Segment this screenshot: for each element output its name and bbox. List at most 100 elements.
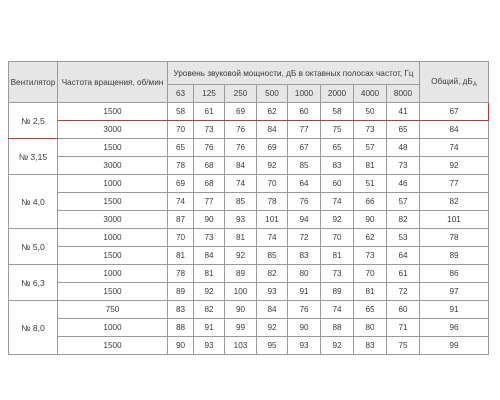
band-value-cell: 73 bbox=[193, 120, 225, 139]
rpm-cell: 750 bbox=[57, 300, 168, 319]
table-row: 1500 90 93 103 95 93 92 83 75 99 bbox=[9, 336, 489, 355]
band-value-cell: 50 bbox=[353, 102, 387, 121]
band-value-cell: 57 bbox=[386, 192, 420, 211]
band-value-cell: 51 bbox=[353, 174, 387, 193]
band-value-cell: 65 bbox=[320, 138, 354, 157]
band-value-cell: 69 bbox=[256, 138, 288, 157]
fan-model-cell: № 8,0 bbox=[8, 300, 58, 355]
band-value-cell: 41 bbox=[386, 102, 420, 121]
rpm-cell: 3000 bbox=[57, 156, 168, 175]
band-value-cell: 100 bbox=[224, 282, 257, 301]
table-row: № 4,0 1000 69 68 74 70 64 60 51 46 77 bbox=[8, 174, 489, 229]
rpm-cell: 1500 bbox=[57, 336, 168, 355]
rpm-cell: 3000 bbox=[57, 210, 168, 229]
header-rpm: Частота вращения, об/мин bbox=[57, 61, 168, 103]
band-value-cell: 92 bbox=[256, 318, 288, 337]
table-row: 1500 81 84 92 85 83 81 73 64 89 bbox=[9, 246, 489, 265]
band-value-cell: 74 bbox=[320, 300, 354, 319]
band-value-cell: 84 bbox=[224, 156, 257, 175]
total-value-cell: 92 bbox=[419, 156, 489, 175]
band-value-cell: 74 bbox=[224, 174, 257, 193]
band-value-cell: 72 bbox=[386, 282, 420, 301]
header-band-1000: 1000 bbox=[287, 84, 321, 103]
table-row: № 8,0 750 83 82 90 84 76 74 65 60 91 bbox=[8, 300, 489, 355]
band-value-cell: 64 bbox=[287, 174, 321, 193]
rpm-cell: 1500 bbox=[57, 138, 168, 157]
band-value-cell: 70 bbox=[167, 228, 194, 247]
band-value-cell: 60 bbox=[320, 174, 354, 193]
table-row: 3000 70 73 76 84 77 75 73 65 84 bbox=[9, 120, 489, 139]
band-value-cell: 71 bbox=[386, 318, 420, 337]
total-value-cell: 101 bbox=[419, 210, 489, 229]
band-value-cell: 92 bbox=[320, 336, 354, 355]
band-value-cell: 70 bbox=[167, 120, 194, 139]
band-value-cell: 91 bbox=[287, 282, 321, 301]
band-value-cell: 68 bbox=[193, 174, 225, 193]
band-value-cell: 74 bbox=[167, 192, 194, 211]
band-value-cell: 74 bbox=[320, 192, 354, 211]
header-band-2000: 2000 bbox=[320, 84, 354, 103]
table-row: № 3,15 1500 65 76 76 69 67 65 57 48 74 bbox=[8, 138, 489, 175]
band-value-cell: 90 bbox=[353, 210, 387, 229]
band-value-cell: 81 bbox=[167, 246, 194, 265]
band-value-cell: 76 bbox=[193, 138, 225, 157]
band-value-cell: 72 bbox=[287, 228, 321, 247]
band-value-cell: 70 bbox=[353, 264, 387, 283]
band-value-cell: 62 bbox=[353, 228, 387, 247]
table-row: № 5,0 1000 70 73 81 74 72 70 62 53 78 bbox=[8, 228, 489, 265]
band-value-cell: 75 bbox=[386, 336, 420, 355]
table-row: № 6,3 1000 78 81 89 82 80 73 70 61 86 bbox=[8, 264, 489, 301]
band-value-cell: 101 bbox=[256, 210, 288, 229]
band-value-cell: 85 bbox=[224, 192, 257, 211]
band-value-cell: 92 bbox=[193, 282, 225, 301]
band-value-cell: 73 bbox=[386, 156, 420, 175]
band-value-cell: 81 bbox=[353, 282, 387, 301]
band-value-cell: 99 bbox=[224, 318, 257, 337]
band-value-cell: 90 bbox=[193, 210, 225, 229]
band-value-cell: 76 bbox=[224, 120, 257, 139]
band-value-cell: 69 bbox=[167, 174, 194, 193]
header-band-125: 125 bbox=[193, 84, 225, 103]
band-value-cell: 53 bbox=[386, 228, 420, 247]
band-value-cell: 73 bbox=[193, 228, 225, 247]
table-body: № 2,5 1500 58 61 69 62 60 58 50 41 67 3000 70 73 76 84 7… bbox=[8, 102, 489, 355]
band-value-cell: 68 bbox=[193, 156, 225, 175]
total-value-cell: 91 bbox=[419, 300, 489, 319]
band-value-cell: 77 bbox=[287, 120, 321, 139]
fan-model-cell: № 5,0 bbox=[8, 228, 58, 265]
band-value-cell: 80 bbox=[353, 318, 387, 337]
band-value-cell: 93 bbox=[193, 336, 225, 355]
band-value-cell: 70 bbox=[256, 174, 288, 193]
rpm-cell: 1000 bbox=[57, 264, 168, 283]
total-value-cell: 99 bbox=[419, 336, 489, 355]
header-band-500: 500 bbox=[256, 84, 288, 103]
band-value-cell: 89 bbox=[167, 282, 194, 301]
band-value-cell: 60 bbox=[386, 300, 420, 319]
band-value-cell: 82 bbox=[256, 264, 288, 283]
sound-power-table-container: Вентилятор Частота вращения, об/мин Уров… bbox=[8, 61, 489, 355]
band-value-cell: 85 bbox=[256, 246, 288, 265]
band-value-cell: 92 bbox=[320, 210, 354, 229]
band-value-cell: 83 bbox=[287, 246, 321, 265]
band-value-cell: 60 bbox=[287, 102, 321, 121]
total-value-cell: 96 bbox=[419, 318, 489, 337]
band-value-cell: 88 bbox=[320, 318, 354, 337]
band-value-cell: 82 bbox=[386, 210, 420, 229]
band-value-cell: 81 bbox=[353, 156, 387, 175]
band-value-cell: 65 bbox=[386, 120, 420, 139]
rpm-cell: 1000 bbox=[57, 174, 168, 193]
band-value-cell: 90 bbox=[167, 336, 194, 355]
rpm-cell: 1000 bbox=[57, 318, 168, 337]
band-value-cell: 73 bbox=[353, 246, 387, 265]
header-fan: Вентилятор bbox=[8, 61, 58, 103]
total-value-cell: 74 bbox=[419, 138, 489, 157]
band-value-cell: 61 bbox=[386, 264, 420, 283]
band-value-cell: 76 bbox=[287, 300, 321, 319]
band-value-cell: 92 bbox=[224, 246, 257, 265]
band-value-cell: 78 bbox=[256, 192, 288, 211]
band-value-cell: 90 bbox=[224, 300, 257, 319]
band-value-cell: 80 bbox=[287, 264, 321, 283]
band-value-cell: 75 bbox=[320, 120, 354, 139]
rpm-cell: 3000 bbox=[57, 120, 168, 139]
fan-model-cell: № 6,3 bbox=[8, 264, 58, 301]
